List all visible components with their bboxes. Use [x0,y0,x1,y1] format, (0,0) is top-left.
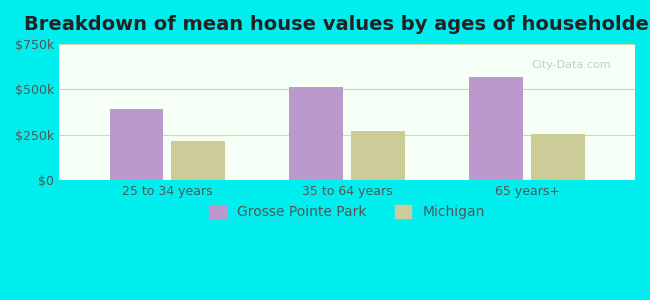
Bar [289,88,343,180]
Bar [109,109,164,180]
Bar [350,131,405,180]
Title: Breakdown of mean house values by ages of householders: Breakdown of mean house values by ages o… [24,15,650,34]
Bar [469,76,523,180]
Text: City-Data.com: City-Data.com [531,60,611,70]
Legend: Grosse Pointe Park, Michigan: Grosse Pointe Park, Michigan [204,200,490,225]
Bar [171,141,225,180]
Bar [530,134,584,180]
